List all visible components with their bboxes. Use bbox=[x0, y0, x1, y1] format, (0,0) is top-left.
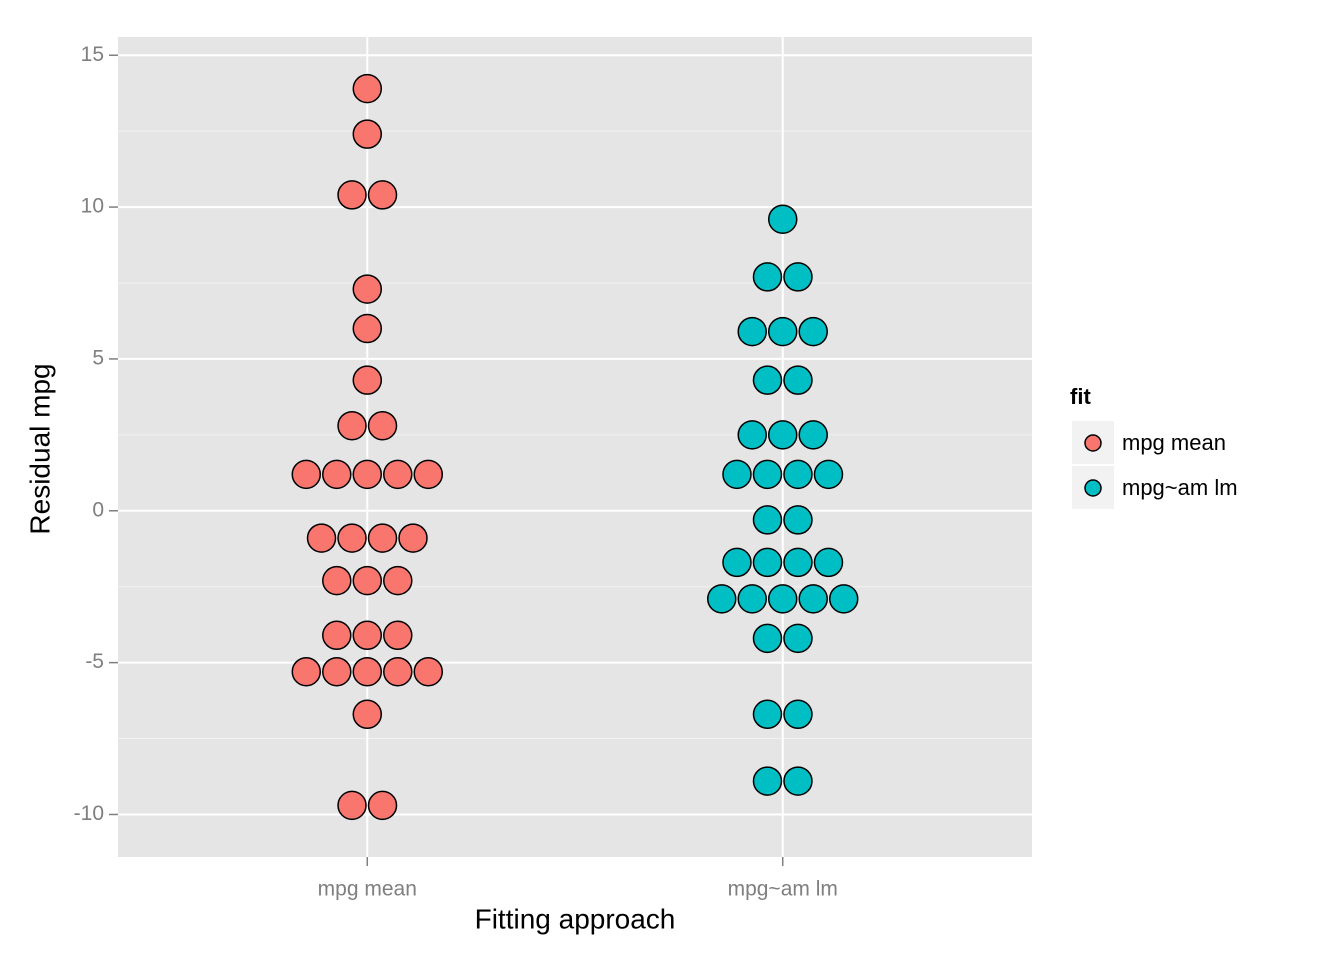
legend-label: mpg mean bbox=[1122, 430, 1226, 455]
dot bbox=[383, 565, 413, 596]
dot bbox=[291, 459, 322, 490]
dot bbox=[337, 523, 367, 553]
dot bbox=[383, 459, 413, 490]
y-axis-title: Residual mpg bbox=[24, 363, 55, 534]
dot bbox=[798, 584, 828, 614]
x-tick-label: mpg~am lm bbox=[728, 878, 838, 901]
dot bbox=[767, 316, 798, 347]
dot bbox=[783, 262, 813, 292]
dot bbox=[752, 459, 783, 490]
dot bbox=[352, 565, 383, 596]
dot bbox=[337, 180, 367, 210]
dot bbox=[783, 365, 813, 395]
dot bbox=[783, 459, 813, 490]
dot bbox=[367, 523, 398, 553]
dot bbox=[322, 459, 352, 490]
dot bbox=[352, 656, 383, 687]
dot bbox=[352, 699, 383, 730]
dot bbox=[752, 365, 783, 395]
y-tick-label: 5 bbox=[92, 346, 104, 369]
legend-title: fit bbox=[1070, 384, 1091, 409]
dot bbox=[737, 584, 767, 614]
legend-label: mpg~am lm bbox=[1122, 475, 1238, 500]
y-tick-label: -5 bbox=[85, 650, 104, 673]
dot bbox=[752, 505, 783, 535]
dot bbox=[752, 699, 783, 730]
dot bbox=[352, 365, 383, 395]
legend-dot bbox=[1084, 479, 1102, 497]
dot bbox=[828, 584, 859, 614]
dot bbox=[813, 459, 844, 490]
dot bbox=[322, 565, 352, 596]
dot bbox=[352, 313, 383, 344]
dot bbox=[767, 584, 798, 614]
x-tick-label: mpg mean bbox=[318, 878, 417, 901]
dot bbox=[783, 699, 813, 730]
dot bbox=[352, 620, 383, 651]
dot bbox=[337, 410, 367, 441]
dot bbox=[752, 766, 783, 796]
dot bbox=[767, 420, 798, 450]
dot bbox=[413, 656, 444, 687]
dot bbox=[413, 459, 444, 490]
dot bbox=[398, 523, 428, 553]
dot bbox=[783, 766, 813, 796]
y-tick-label: 0 bbox=[92, 498, 104, 521]
dot bbox=[306, 523, 337, 553]
dot bbox=[367, 790, 398, 821]
y-tick-label: 10 bbox=[81, 195, 104, 218]
dot bbox=[322, 620, 352, 651]
dot bbox=[383, 620, 413, 651]
dot bbox=[767, 204, 798, 234]
dot bbox=[798, 420, 828, 450]
dot bbox=[813, 547, 844, 578]
dot bbox=[722, 459, 752, 490]
dot bbox=[722, 547, 752, 578]
dot bbox=[752, 547, 783, 578]
dot bbox=[383, 656, 413, 687]
dot bbox=[322, 656, 352, 687]
dot bbox=[352, 119, 383, 149]
dot bbox=[737, 316, 767, 347]
dot bbox=[783, 505, 813, 535]
dot bbox=[798, 316, 828, 347]
panel bbox=[118, 37, 1032, 857]
dot bbox=[352, 73, 383, 104]
dot bbox=[752, 262, 783, 292]
dot bbox=[337, 790, 367, 821]
legend-dot bbox=[1084, 434, 1102, 452]
dot bbox=[352, 274, 383, 304]
dot bbox=[367, 180, 398, 210]
y-tick-label: -10 bbox=[74, 802, 104, 825]
dot bbox=[352, 459, 383, 490]
dot bbox=[737, 420, 767, 450]
dot bbox=[367, 410, 398, 441]
dot bbox=[291, 656, 322, 687]
dot bbox=[752, 623, 783, 654]
dot bbox=[783, 547, 813, 578]
y-tick-label: 15 bbox=[81, 43, 104, 66]
x-axis-title: Fitting approach bbox=[475, 903, 676, 934]
dot bbox=[706, 584, 737, 614]
dot bbox=[783, 623, 813, 654]
